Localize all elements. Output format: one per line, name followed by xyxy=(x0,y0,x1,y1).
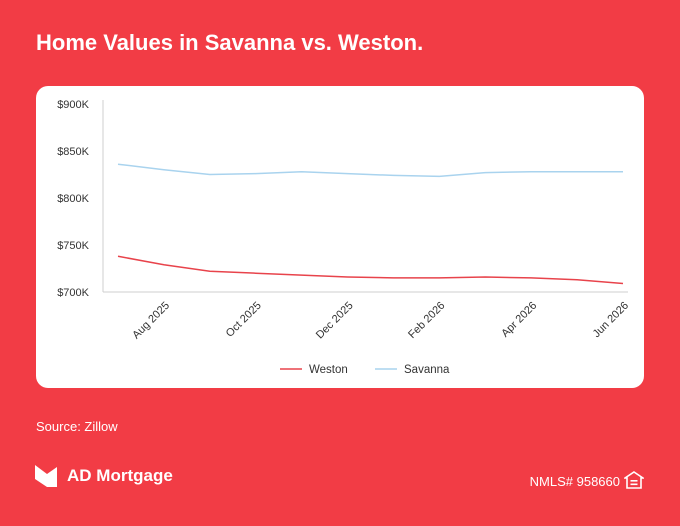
legend-label-weston: Weston xyxy=(309,364,348,376)
y-tick-label: $700K xyxy=(57,287,89,299)
x-tick-label: Jun 2026 xyxy=(591,300,631,340)
brand: AD Mortgage xyxy=(35,465,173,487)
x-tick-label: Aug 2025 xyxy=(130,300,172,342)
y-tick-label: $850K xyxy=(57,146,89,158)
chart-card: $700K $750K $800K $850K $900K Aug 2025 Oct 202… xyxy=(36,86,644,388)
legend-label-savanna: Savanna xyxy=(404,364,450,376)
y-tick-label: $900K xyxy=(57,99,89,111)
ad-mortgage-logo-icon xyxy=(35,465,57,487)
source-label: Source: Zillow xyxy=(36,419,118,434)
series-line-savanna xyxy=(117,163,623,178)
x-tick-label: Feb 2026 xyxy=(406,300,447,341)
brand-name: AD Mortgage xyxy=(67,466,173,485)
x-tick-label: Oct 2025 xyxy=(224,300,264,340)
page-title: Home Values in Savanna vs. Weston. xyxy=(36,30,424,55)
nmls-number: NMLS# 958660 xyxy=(529,474,620,489)
line-chart: $700K $750K $800K $850K $900K Aug 2025 Oct 202… xyxy=(57,99,631,376)
y-tick-label: $750K xyxy=(57,240,89,252)
x-tick-label: Dec 2025 xyxy=(314,300,356,342)
series-line-weston xyxy=(117,255,624,285)
equal-housing-icon xyxy=(624,471,644,489)
x-tick-label: Apr 2026 xyxy=(499,300,539,340)
y-tick-label: $800K xyxy=(57,193,89,205)
